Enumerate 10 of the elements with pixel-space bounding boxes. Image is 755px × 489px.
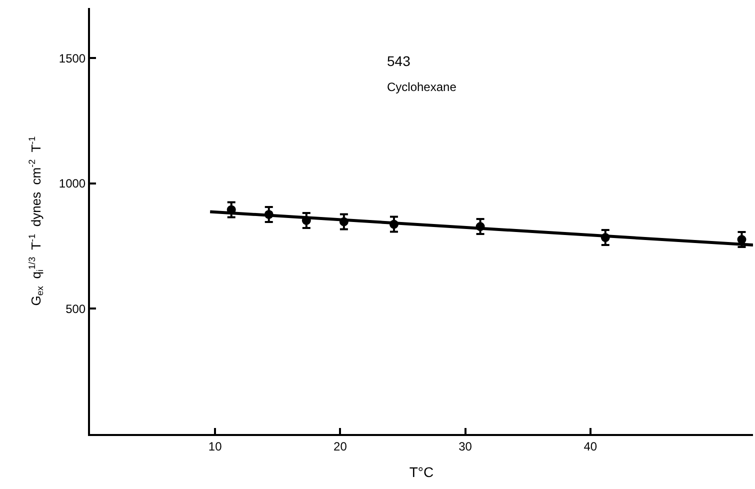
- x-tick-label: 20: [334, 439, 348, 454]
- x-tick-label: 30: [458, 439, 472, 454]
- x-axis-title: T°C: [409, 464, 434, 480]
- y-tick-label: 500: [66, 302, 86, 316]
- y-tick-label: 1000: [58, 176, 86, 191]
- annotation: Cyclohexane: [387, 80, 457, 94]
- x-tick-label: 10: [208, 439, 222, 454]
- y-tick-label: 1500: [58, 51, 86, 66]
- x-tick-label: 40: [584, 439, 598, 454]
- annotation: 543: [387, 53, 411, 69]
